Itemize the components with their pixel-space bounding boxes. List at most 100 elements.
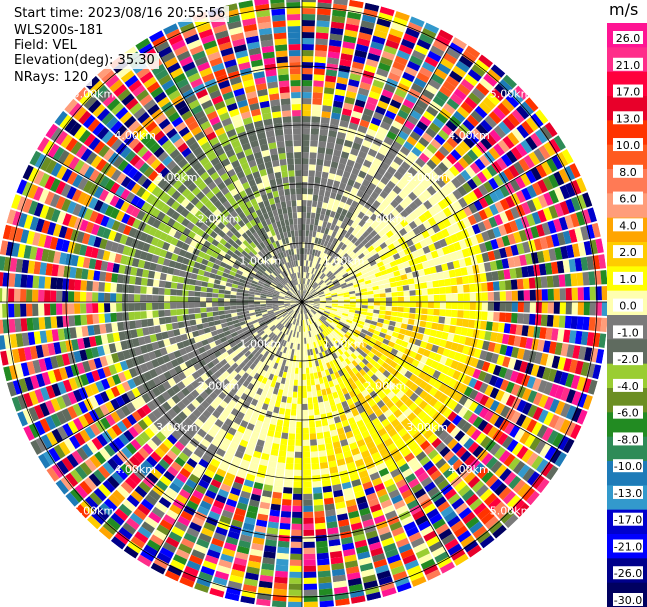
velocity-gate bbox=[386, 365, 395, 374]
velocity-gate bbox=[458, 406, 469, 418]
velocity-gate bbox=[285, 140, 293, 147]
velocity-gate bbox=[298, 230, 302, 237]
velocity-gate bbox=[288, 323, 293, 330]
velocity-gate bbox=[74, 303, 81, 314]
velocity-gate bbox=[328, 333, 335, 340]
velocity-gate bbox=[379, 306, 386, 311]
velocity-gate bbox=[423, 383, 433, 393]
velocity-gate bbox=[483, 373, 493, 384]
velocity-gate bbox=[284, 321, 289, 328]
velocity-gate bbox=[232, 436, 241, 445]
velocity-gate bbox=[277, 208, 283, 216]
velocity-gate bbox=[329, 550, 343, 559]
velocity-gate bbox=[275, 177, 283, 185]
velocity-gate bbox=[309, 146, 318, 153]
velocity-gate bbox=[480, 511, 495, 525]
velocity-gate bbox=[308, 311, 313, 317]
velocity-gate bbox=[230, 309, 237, 314]
velocity-gate bbox=[336, 324, 343, 330]
velocity-gate bbox=[14, 318, 22, 333]
velocity-gate bbox=[249, 436, 258, 445]
velocity-gate bbox=[325, 387, 332, 395]
velocity-gate bbox=[317, 558, 330, 566]
velocity-gate bbox=[519, 361, 528, 373]
velocity-gate bbox=[262, 422, 270, 430]
velocity-gate bbox=[81, 268, 89, 280]
velocity-gate bbox=[480, 436, 492, 449]
velocity-gate bbox=[116, 312, 123, 322]
velocity-gate bbox=[294, 343, 298, 350]
velocity-gate bbox=[485, 474, 499, 488]
velocity-gate bbox=[454, 430, 466, 442]
velocity-gate bbox=[295, 433, 302, 440]
velocity-gate bbox=[515, 502, 530, 517]
velocity-gate bbox=[302, 326, 304, 332]
velocity-gate bbox=[427, 449, 439, 460]
velocity-gate bbox=[269, 454, 278, 462]
velocity-gate bbox=[272, 334, 278, 341]
velocity-gate bbox=[326, 362, 332, 370]
velocity-gate bbox=[423, 393, 434, 404]
velocity-gate bbox=[456, 318, 464, 327]
velocity-gate bbox=[318, 401, 325, 409]
velocity-gate bbox=[248, 390, 256, 399]
velocity-gate bbox=[331, 308, 338, 312]
velocity-gate bbox=[180, 510, 193, 522]
velocity-gate bbox=[576, 409, 588, 425]
velocity-gate bbox=[340, 475, 351, 484]
velocity-gate bbox=[165, 536, 180, 548]
velocity-gate bbox=[32, 289, 39, 302]
velocity-gate bbox=[322, 425, 330, 433]
velocity-gate bbox=[342, 310, 349, 315]
velocity-gate bbox=[366, 312, 374, 317]
velocity-gate bbox=[316, 158, 324, 166]
velocity-gate bbox=[368, 446, 379, 455]
velocity-gate bbox=[534, 440, 547, 455]
velocity-gate bbox=[417, 520, 431, 532]
velocity-gate bbox=[462, 318, 470, 328]
velocity-gate bbox=[330, 331, 336, 338]
velocity-gate bbox=[362, 402, 371, 411]
velocity-gate bbox=[302, 86, 312, 93]
velocity-gate bbox=[267, 429, 275, 437]
velocity-gate bbox=[264, 545, 277, 553]
velocity-gate bbox=[505, 312, 512, 323]
velocity-gate bbox=[505, 345, 514, 357]
velocity-gate bbox=[341, 419, 350, 428]
velocity-gate bbox=[293, 224, 298, 231]
velocity-gate bbox=[400, 548, 415, 559]
velocity-gate bbox=[308, 403, 314, 410]
velocity-gate bbox=[246, 375, 253, 383]
velocity-gate bbox=[186, 427, 197, 438]
velocity-gate bbox=[272, 342, 278, 349]
velocity-gate bbox=[423, 328, 432, 336]
velocity-gate bbox=[194, 291, 201, 297]
velocity-gate bbox=[80, 314, 88, 326]
velocity-gate bbox=[355, 337, 363, 344]
velocity-gate bbox=[234, 381, 242, 390]
velocity-gate bbox=[283, 213, 289, 220]
velocity-gate bbox=[221, 423, 230, 432]
velocity-gate bbox=[146, 310, 153, 319]
velocity-gate bbox=[200, 307, 207, 313]
velocity-gate bbox=[282, 390, 288, 397]
velocity-gate bbox=[318, 326, 324, 333]
velocity-gate bbox=[400, 385, 410, 394]
velocity-gate bbox=[285, 360, 290, 367]
velocity-gate bbox=[227, 391, 235, 400]
velocity-gate bbox=[450, 548, 466, 561]
velocity-gate bbox=[386, 391, 396, 400]
velocity-gate bbox=[491, 322, 499, 332]
velocity-gate bbox=[316, 432, 324, 440]
velocity-gate bbox=[354, 490, 365, 499]
velocity-gate bbox=[288, 316, 293, 323]
velocity-gate bbox=[203, 521, 216, 532]
velocity-gate bbox=[305, 355, 309, 362]
velocity-gate bbox=[152, 302, 159, 310]
velocity-gate bbox=[290, 311, 295, 316]
velocity-gate bbox=[387, 373, 396, 382]
velocity-gate bbox=[326, 327, 332, 333]
velocity-gate bbox=[230, 291, 237, 296]
velocity-gate bbox=[349, 309, 356, 313]
velocity-gate bbox=[275, 468, 285, 475]
